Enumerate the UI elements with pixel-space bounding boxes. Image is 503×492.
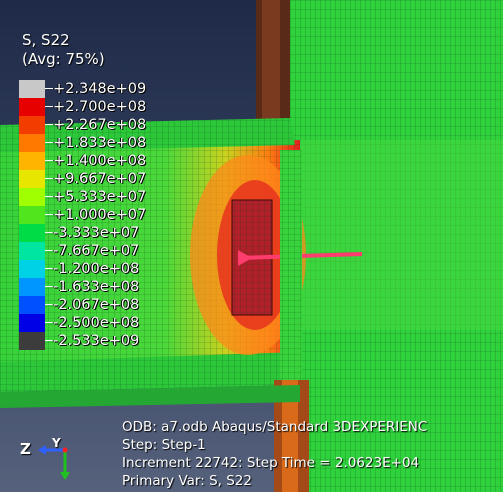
legend-entry: +2.700e+08 (19, 98, 146, 116)
legend-tick (45, 268, 53, 269)
legend-entry: +1.000e+07 (19, 206, 146, 224)
legend-tick (45, 160, 53, 161)
legend-entry: +5.333e+07 (19, 188, 146, 206)
legend-tick (45, 322, 53, 323)
legend-tick (45, 196, 53, 197)
triad-arrows-icon (38, 445, 70, 480)
legend-value-label: +2.267e+08 (53, 117, 147, 133)
legend-value-label: -1.200e+08 (53, 261, 140, 277)
legend-color-swatch (19, 98, 45, 116)
triad-y-label: Y (52, 436, 61, 450)
legend-value-label: -2.533e+09 (53, 333, 140, 349)
legend-tick (45, 124, 53, 125)
legend-entry: +1.833e+08 (19, 134, 146, 152)
legend-tick (45, 214, 53, 215)
legend-color-swatch (19, 116, 45, 134)
odb-info: ODB: a7.odb Abaqus/Standard 3DEXPERIENC (122, 419, 428, 435)
legend-entry: -1.633e+08 (19, 278, 139, 296)
legend-color-swatch (19, 332, 45, 350)
legend-value-label: +2.700e+08 (53, 99, 147, 115)
legend-entry: +2.348e+09 (19, 80, 146, 98)
legend-value-label: +1.400e+08 (53, 153, 147, 169)
legend-tick (45, 106, 53, 107)
legend-value-label: +9.667e+07 (53, 171, 147, 187)
legend-entry: -3.333e+07 (19, 224, 139, 242)
legend-value-label: -1.633e+08 (53, 279, 140, 295)
legend-entry: +2.267e+08 (19, 116, 146, 134)
primary-var-info: Primary Var: S, S22 (122, 473, 252, 489)
legend-tick (45, 286, 53, 287)
legend-color-swatch (19, 188, 45, 206)
legend-tick (45, 304, 53, 305)
legend-color-swatch (19, 242, 45, 260)
legend-entry: -7.667e+07 (19, 242, 139, 260)
legend-tick (45, 88, 53, 89)
triad-z-label: Z (20, 440, 31, 458)
legend-value-label: -7.667e+07 (53, 243, 140, 259)
legend-entry: +9.667e+07 (19, 170, 146, 188)
legend-tick (45, 250, 53, 251)
legend-averaging: (Avg: 75%) (22, 50, 105, 68)
legend-tick (45, 232, 53, 233)
legend-value-label: +1.833e+08 (53, 135, 147, 151)
legend-color-swatch (19, 314, 45, 332)
legend-entry: -2.533e+09 (19, 332, 139, 350)
legend-tick (45, 178, 53, 179)
legend-color-swatch (19, 224, 45, 242)
legend-value-label: +2.348e+09 (53, 81, 147, 97)
legend-value-label: +5.333e+07 (53, 189, 147, 205)
legend-tick (45, 142, 53, 143)
legend-entry: -2.500e+08 (19, 314, 139, 332)
legend-color-swatch (19, 206, 45, 224)
legend-entry: +1.400e+08 (19, 152, 146, 170)
legend-color-swatch (19, 260, 45, 278)
legend-value-label: -2.500e+08 (53, 315, 140, 331)
legend-color-swatch (19, 170, 45, 188)
legend-color-swatch (19, 278, 45, 296)
legend-value-label: -3.333e+07 (53, 225, 140, 241)
legend-entry: -1.200e+08 (19, 260, 139, 278)
step-info: Step: Step-1 (122, 437, 206, 453)
legend-color-swatch (19, 80, 45, 98)
legend-entry: -2.067e+08 (19, 296, 139, 314)
legend-value-label: +1.000e+07 (53, 207, 147, 223)
increment-info: Increment 22742: Step Time = 2.0623E+04 (122, 455, 420, 471)
legend-value-label: -2.067e+08 (53, 297, 140, 313)
legend-variable: S, S22 (22, 31, 70, 49)
legend-color-swatch (19, 296, 45, 314)
legend-color-swatch (19, 134, 45, 152)
legend-tick (45, 340, 53, 341)
legend-color-swatch (19, 152, 45, 170)
